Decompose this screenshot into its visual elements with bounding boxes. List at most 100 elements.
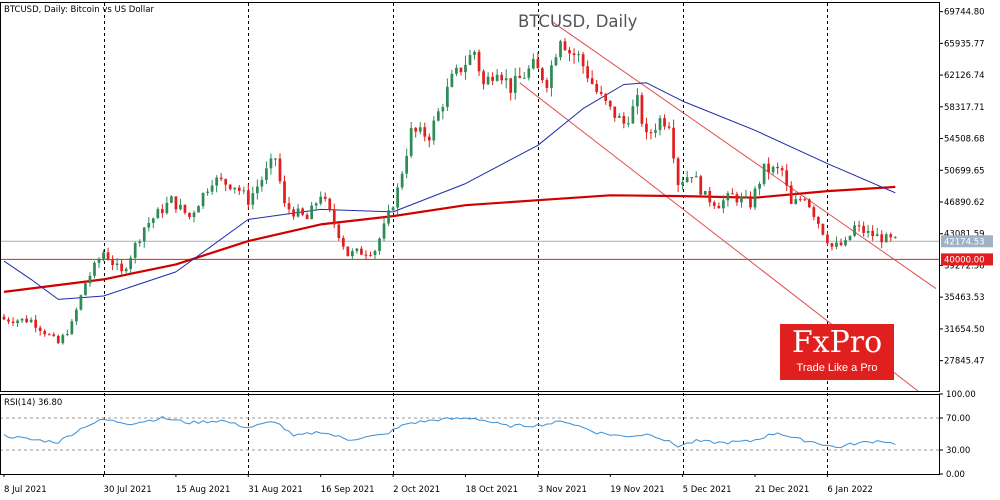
candle-body bbox=[636, 95, 639, 107]
candle-body bbox=[364, 254, 368, 256]
candle-body bbox=[341, 238, 345, 247]
rsi-label: RSI(14) 36.80 bbox=[4, 398, 62, 408]
candle-body bbox=[468, 54, 472, 65]
rsi-tick-label: 30.00 bbox=[946, 446, 970, 456]
candle-body bbox=[459, 67, 463, 73]
candle-body bbox=[835, 242, 838, 247]
candle-body bbox=[138, 241, 142, 244]
price-tick-label: 54508.68 bbox=[944, 135, 985, 145]
candle-body bbox=[160, 209, 164, 214]
candle-body bbox=[228, 184, 232, 190]
candle-body bbox=[626, 123, 630, 125]
candle-body bbox=[577, 54, 580, 56]
candlestick-series bbox=[2, 38, 897, 345]
candle-body bbox=[518, 75, 522, 79]
candle-body bbox=[559, 41, 562, 58]
candle-body bbox=[794, 199, 798, 204]
time-tick-label: 2 Oct 2021 bbox=[393, 485, 440, 495]
candle-body bbox=[283, 181, 286, 204]
candle-body bbox=[617, 115, 621, 118]
candle-body bbox=[142, 227, 146, 242]
candle-body bbox=[346, 246, 350, 257]
candle-body bbox=[183, 204, 187, 213]
candle-body bbox=[740, 196, 743, 203]
candle-body bbox=[771, 166, 775, 173]
candle-body bbox=[685, 177, 689, 183]
candle-body bbox=[2, 316, 6, 320]
candle-body bbox=[513, 75, 517, 93]
price-tick-label: 65935.77 bbox=[944, 39, 985, 49]
candle-body bbox=[418, 127, 422, 132]
candle-body bbox=[694, 176, 698, 178]
candle-body bbox=[233, 187, 237, 190]
candle-body bbox=[373, 250, 377, 256]
candle-body bbox=[165, 202, 169, 214]
candle-body bbox=[274, 158, 277, 160]
candle-body bbox=[396, 187, 399, 208]
candle-body bbox=[378, 238, 381, 251]
candle-body bbox=[400, 173, 404, 188]
candle-body bbox=[509, 78, 513, 93]
candle-body bbox=[170, 196, 173, 203]
candle-body bbox=[893, 236, 897, 238]
price-tick-label: 27845.47 bbox=[944, 357, 985, 367]
candle-body bbox=[436, 111, 440, 121]
candle-body bbox=[477, 51, 481, 72]
candle-body bbox=[699, 176, 703, 195]
candle-body bbox=[47, 334, 51, 336]
candle-body bbox=[726, 193, 730, 201]
candle-body bbox=[34, 319, 38, 328]
candle-body bbox=[93, 262, 96, 276]
candle-body bbox=[690, 177, 694, 179]
candle-body bbox=[875, 234, 879, 237]
candle-body bbox=[450, 73, 454, 87]
candle-body bbox=[522, 77, 526, 79]
candle-body bbox=[785, 170, 789, 186]
candle-body bbox=[29, 319, 33, 323]
candle-body bbox=[731, 193, 734, 195]
rsi-panel-border bbox=[0, 394, 940, 475]
candle-body bbox=[645, 123, 648, 133]
candle-body bbox=[631, 106, 635, 124]
candle-body bbox=[550, 65, 553, 88]
candle-body bbox=[210, 185, 214, 192]
candle-body bbox=[491, 76, 494, 81]
candle-body bbox=[310, 205, 314, 220]
channel-upper-line bbox=[551, 20, 937, 289]
candle-body bbox=[798, 199, 802, 201]
candle-body bbox=[256, 186, 259, 194]
grid-lines bbox=[104, 3, 828, 474]
symbol-caption: BTCUSD, Daily: Bitcoin vs US Dollar bbox=[4, 5, 154, 15]
candle-body bbox=[880, 234, 884, 243]
candle-body bbox=[703, 190, 707, 195]
candle-body bbox=[663, 118, 666, 127]
ma-fast-line bbox=[3, 82, 896, 300]
rsi-line bbox=[3, 416, 896, 449]
candle-body bbox=[649, 132, 653, 134]
candle-body bbox=[586, 66, 589, 79]
candle-body bbox=[889, 234, 893, 238]
candle-body bbox=[115, 263, 119, 265]
candle-body bbox=[423, 127, 427, 137]
candle-body bbox=[527, 68, 531, 78]
candle-body bbox=[758, 183, 761, 189]
candle-body bbox=[97, 259, 101, 263]
candle-body bbox=[554, 57, 558, 66]
current-price-label: 42174.53 bbox=[944, 237, 985, 247]
candle-body bbox=[360, 248, 363, 255]
candle-body bbox=[188, 212, 191, 218]
candle-body bbox=[75, 309, 78, 322]
candle-body bbox=[405, 155, 409, 174]
candle-body bbox=[414, 127, 418, 132]
candle-body bbox=[52, 334, 56, 336]
candle-body bbox=[38, 327, 42, 331]
candle-body bbox=[292, 209, 295, 217]
time-tick-label: 8 Jul 2021 bbox=[4, 485, 47, 495]
candle-body bbox=[871, 230, 875, 237]
candle-body bbox=[608, 100, 612, 107]
candle-body bbox=[20, 318, 24, 321]
candle-body bbox=[500, 74, 504, 81]
candle-body bbox=[301, 208, 304, 215]
candle-body bbox=[391, 207, 395, 211]
